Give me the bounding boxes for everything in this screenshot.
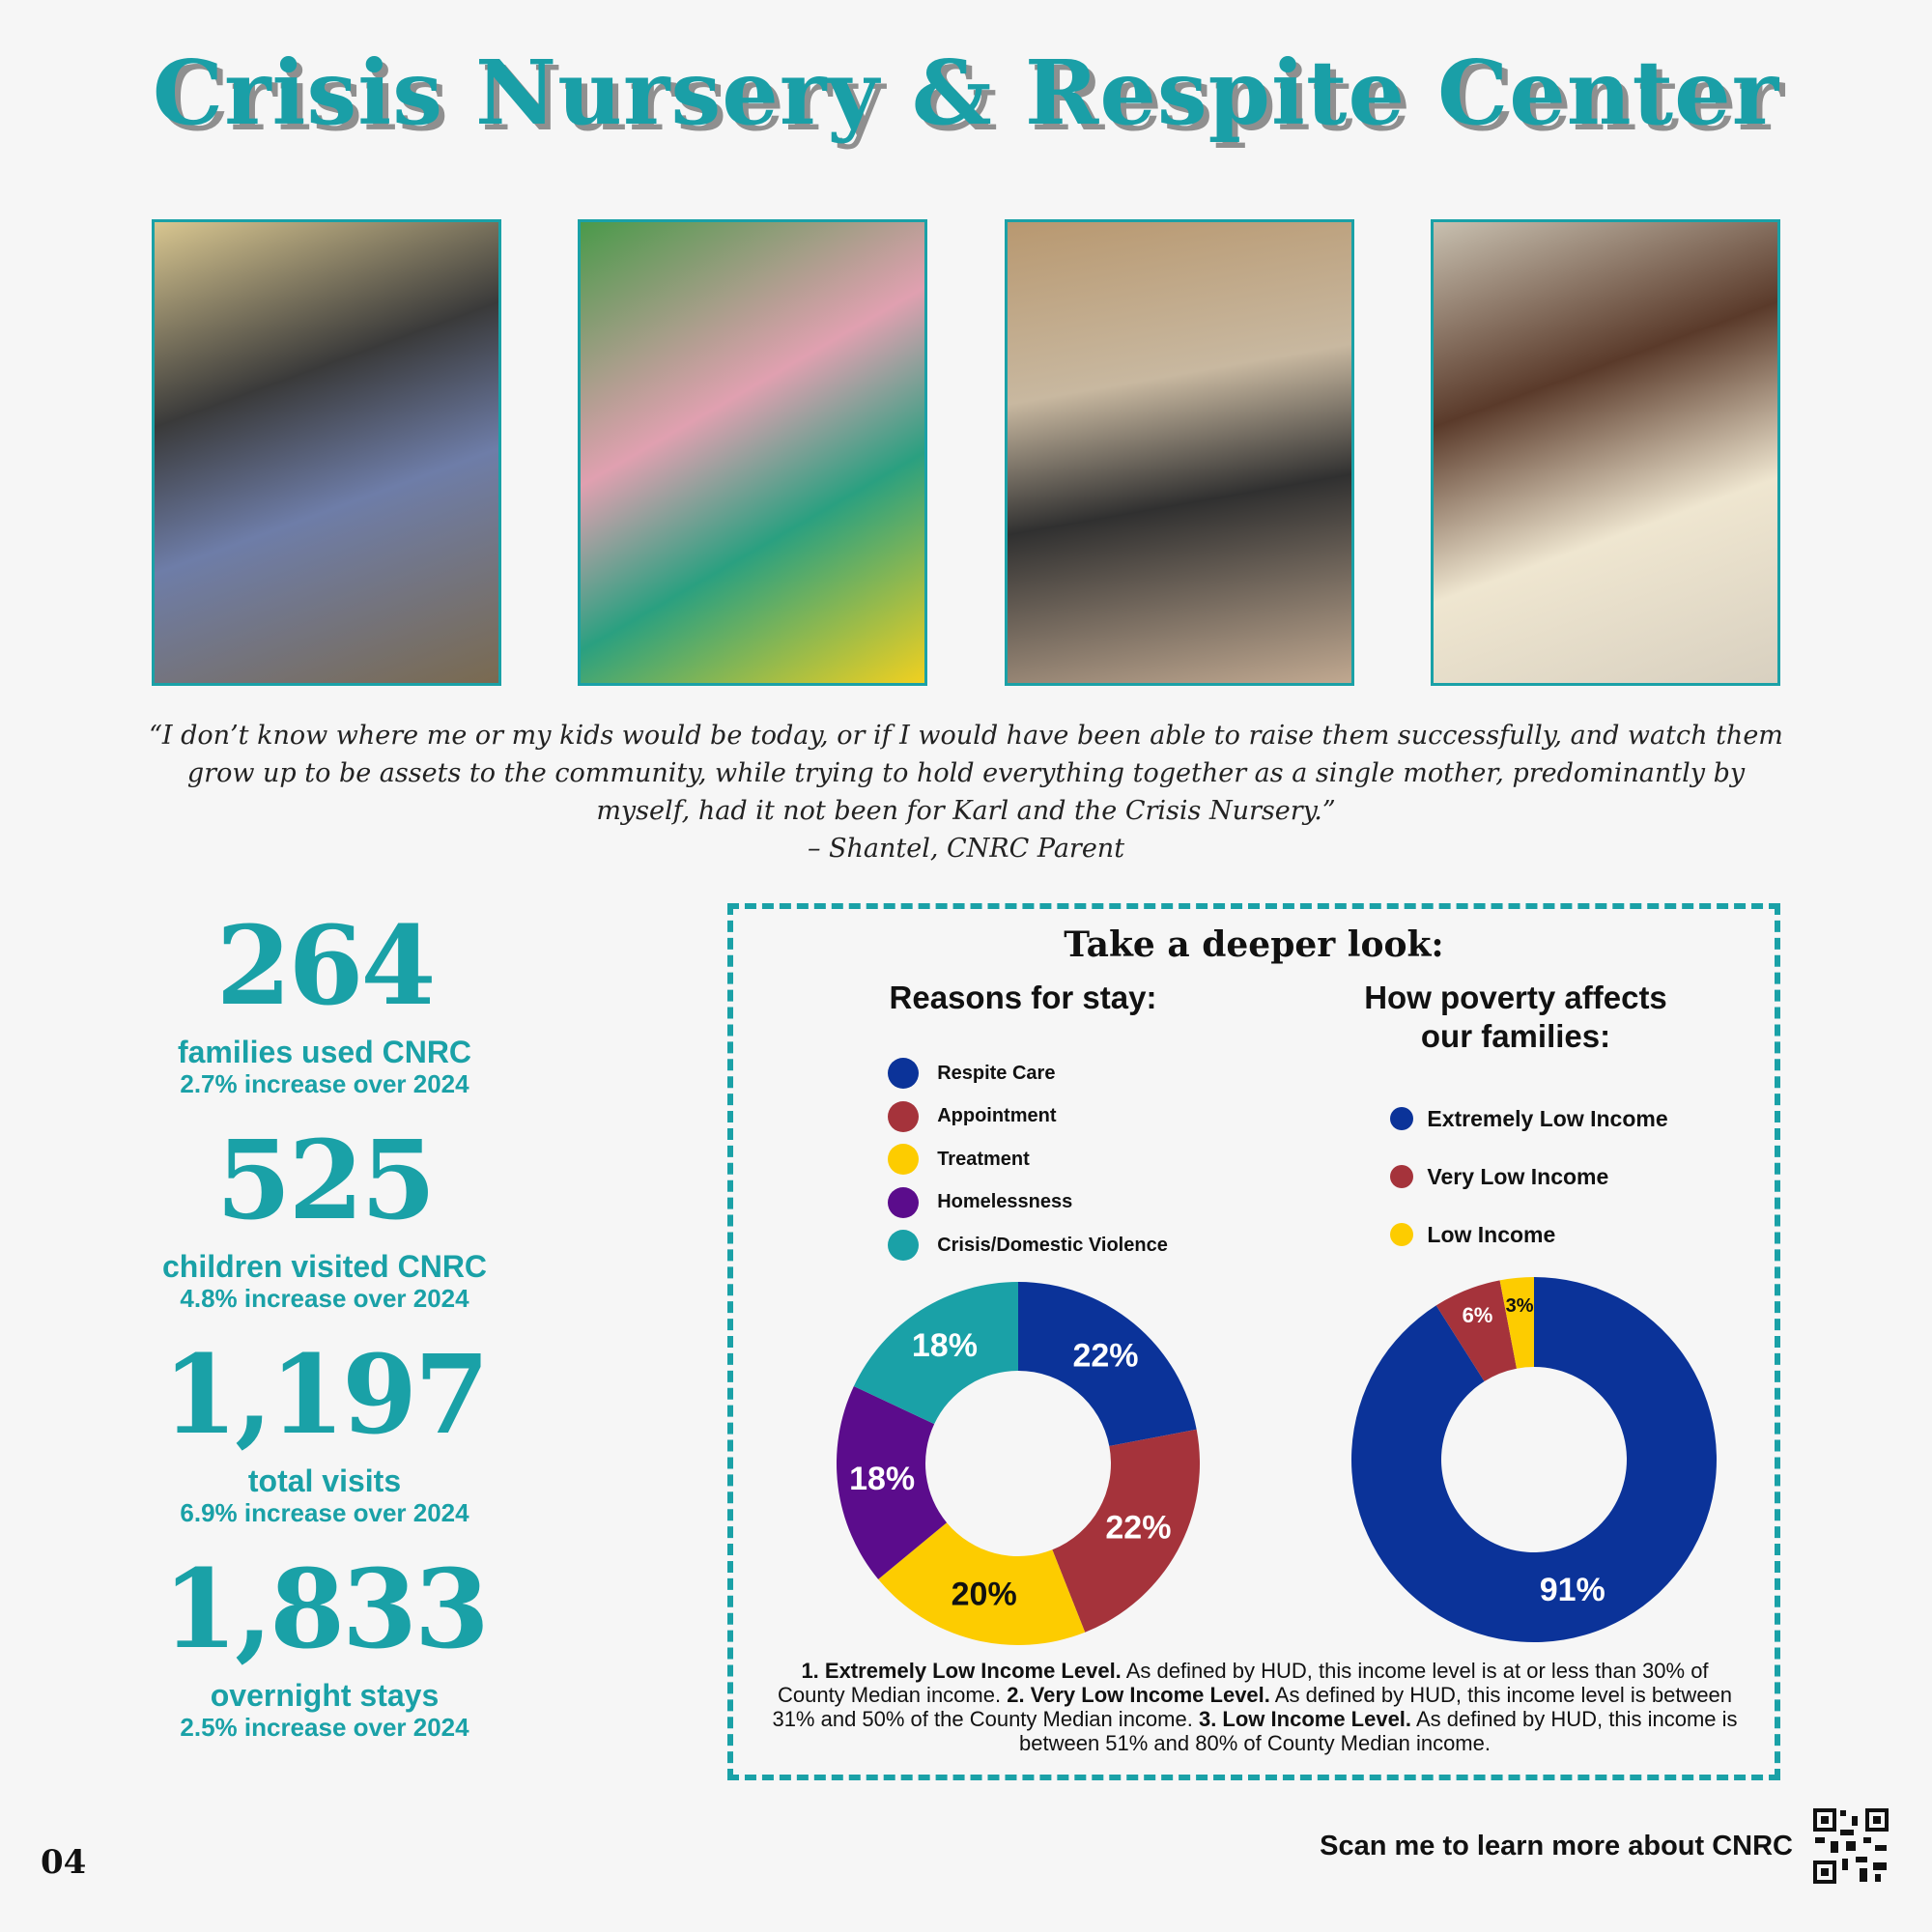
chart-title: How poverty affects our families: — [1364, 980, 1667, 1054]
stat: 525 children visited CNRC 4.8% increase ov… — [162, 1118, 487, 1332]
footnote-text: As defined by HUD, this income level is … — [777, 1659, 1709, 1707]
quote: “I don’t know where me or my kids would … — [149, 721, 1783, 826]
stat: 264 families used CNRC 2.7% increase over … — [178, 903, 471, 1118]
stat: 1,833 overnight stays 2.5% increase over 2… — [162, 1547, 490, 1761]
legend-label: Low Income — [1427, 1221, 1556, 1247]
photo — [578, 219, 927, 686]
stats: 264 families used CNRC 2.7% increase over … — [131, 903, 518, 1761]
legend-swatch — [1390, 1165, 1413, 1188]
legend-item: Crisis/Domestic Violence — [888, 1230, 1168, 1262]
stat-number: 1,833 — [162, 1547, 490, 1673]
quote-block: “I don’t know where me or my kids would … — [145, 717, 1787, 867]
legend-item: Treatment — [888, 1144, 1030, 1176]
legend-item: Appointment — [888, 1100, 1057, 1132]
pie-slice — [1435, 1280, 1518, 1381]
data-label: 18% — [912, 1327, 978, 1364]
legend-swatch — [888, 1186, 919, 1218]
data-label: 20% — [952, 1577, 1017, 1613]
stat-label: overnight stays — [210, 1678, 440, 1713]
panel: Take a deeper look: Reasons for stay: Ho… — [727, 903, 1780, 1780]
data-label: 3% — [1506, 1295, 1534, 1317]
legend-label: Very Low Income — [1427, 1163, 1609, 1189]
chart-title: Reasons for stay: — [889, 980, 1157, 1015]
legend-label: Respite Care — [937, 1062, 1056, 1084]
pie-slice — [1018, 1282, 1197, 1447]
pie-slice — [1499, 1277, 1534, 1369]
data-label: 6% — [1463, 1303, 1493, 1327]
footnote-term: 3. Low Income Level. — [1198, 1707, 1412, 1731]
footnote-text: As defined by HUD, this income is betwee… — [1019, 1707, 1738, 1755]
legend-label: Homelessness — [937, 1191, 1073, 1213]
page-number: 04 — [41, 1843, 87, 1882]
footnote-text: As defined by HUD, this income level is … — [772, 1683, 1733, 1731]
footnote-term: 2. Very Low Income Level. — [1007, 1683, 1270, 1707]
legend-swatch — [888, 1100, 919, 1132]
pie-slice — [1052, 1429, 1200, 1633]
pie-slice — [837, 1385, 948, 1579]
legend-swatch — [1390, 1107, 1413, 1130]
stat-label: total visits — [247, 1463, 402, 1498]
stat-change: 2.7% increase over 2024 — [180, 1069, 469, 1098]
photo — [1005, 219, 1354, 686]
stat: 1,197 total visits 6.9% increase over 2024 — [162, 1332, 490, 1547]
stat-label: families used CNRC — [177, 1035, 472, 1069]
data-label: 91% — [1540, 1572, 1605, 1608]
data-label: 22% — [1072, 1338, 1138, 1375]
panel-title: Take a deeper look: — [1064, 924, 1444, 965]
legend-swatch — [888, 1058, 919, 1089]
legend-item: Low Income — [1390, 1221, 1556, 1247]
footnote-term: 1. Extremely Low Income Level. — [801, 1659, 1122, 1683]
legend-item: Homelessness — [888, 1186, 1073, 1218]
pie-slice — [853, 1282, 1018, 1425]
stat-change: 2.5% increase over 2024 — [180, 1713, 469, 1742]
legend-swatch — [888, 1144, 919, 1176]
title: Crisis Nursery & Respite Center — [152, 41, 1780, 145]
charts: 22% 22% 20% 18% 18% 91% 6% 3% — [837, 1277, 1717, 1645]
legend-item: Very Low Income — [1390, 1163, 1609, 1189]
legend-label: Extremely Low Income — [1427, 1105, 1668, 1131]
stat-label: children visited CNRC — [161, 1249, 488, 1284]
legend-item: Respite Care — [888, 1058, 1055, 1089]
qr-caption: Scan me to learn more about CNRC — [1320, 1831, 1793, 1861]
data-label: 18% — [849, 1461, 915, 1497]
pie-slice — [878, 1522, 1086, 1645]
legend-label: Treatment — [937, 1148, 1030, 1170]
quote-attribution: – Shantel, CNRC Parent — [807, 834, 1125, 864]
legend-swatch — [1390, 1223, 1413, 1246]
qr-code — [1813, 1808, 1889, 1884]
data-label: 22% — [1105, 1509, 1171, 1546]
stat-change: 4.8% increase over 2024 — [180, 1284, 469, 1313]
photo — [1431, 219, 1780, 686]
stat-number: 525 — [215, 1118, 437, 1244]
stat-number: 1,197 — [162, 1332, 490, 1459]
legend-swatch — [888, 1230, 919, 1262]
legend-label: Appointment — [937, 1105, 1057, 1127]
legend-label: Crisis/Domestic Violence — [937, 1234, 1168, 1256]
pie-slice — [1351, 1277, 1717, 1642]
footnote: 1. Extremely Low Income Level. As define… — [772, 1659, 1738, 1755]
stat-change: 6.9% increase over 2024 — [180, 1498, 469, 1527]
legend-item: Extremely Low Income — [1390, 1105, 1668, 1131]
stat-number: 264 — [215, 903, 437, 1030]
photo — [152, 219, 501, 686]
